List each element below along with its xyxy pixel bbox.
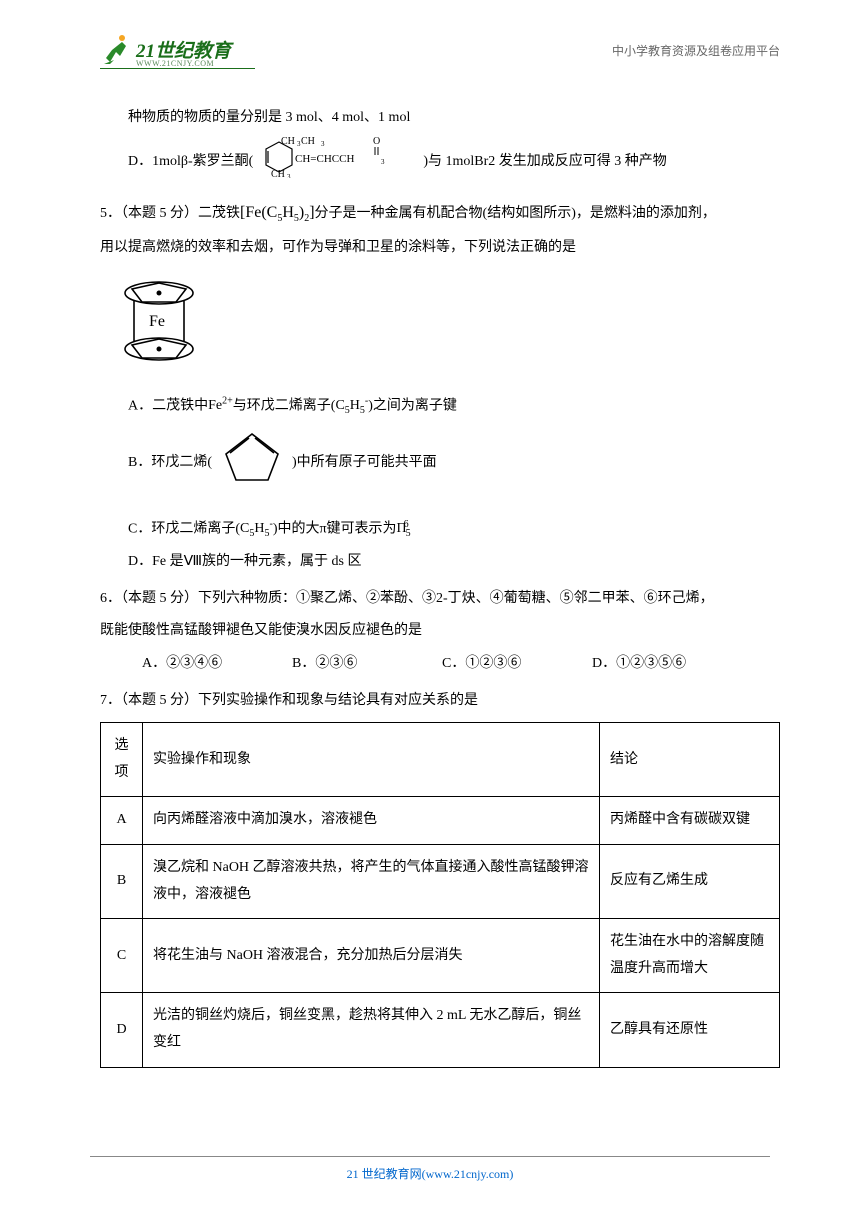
cell-conc: 花生油在水中的溶解度随温度升高而增大 [600,919,780,993]
cyclopentadiene-structure [212,426,292,501]
svg-text:3: 3 [321,140,325,148]
q5-option-d: D．Fe 是Ⅷ族的一种元素，属于 ds 区 [100,549,780,576]
svg-text:CH: CH [271,169,285,178]
q5-stem-c: 用以提高燃烧的效率和去烟，可作为导弹和卫星的涂料等，下列说法正确的是 [100,235,780,262]
th-conclusion: 结论 [600,723,780,797]
q6-opt-c: C．①②③⑥ [442,651,592,678]
q5b-tail: )中所有原子可能共平面 [292,450,437,477]
q5-formula: [Fe(C5H5)2] [240,204,315,221]
th-operation: 实验操作和现象 [143,723,600,797]
q5a-pre: A．二茂铁中 [128,398,208,413]
experiment-table: 选项 实验操作和现象 结论 A 向丙烯醛溶液中滴加溴水，溶液褪色 丙烯醛中含有碳… [100,722,780,1067]
q5a-tail: )之间为离子键 [368,398,457,413]
question-7: 7．（本题 5 分）下列实验操作和现象与结论具有对应关系的是 [100,688,780,715]
table-row: C 将花生油与 NaOH 溶液混合，充分加热后分层消失 花生油在水中的溶解度随温… [101,919,780,993]
footer-divider [90,1156,770,1157]
q5b-pre: B．环戊二烯( [128,450,212,477]
site-logo: 21世纪教育 WWW.21CNJY.COM [100,30,250,72]
cell-op: 溴乙烷和 NaOH 乙醇溶液共热，将产生的气体直接通入酸性高锰酸钾溶液中，溶液褪… [143,845,600,919]
question-5: 5．（本题 5 分）二茂铁[Fe(C5H5)2]分子是一种金属有机配合物(结构如… [100,198,780,228]
cell-opt: D [101,993,143,1067]
svg-text:3: 3 [381,158,385,166]
page-footer: 21 世纪教育网(www.21cnjy.com) [0,1156,860,1186]
q6-stem-b: 既能使酸性高锰酸钾褪色又能使溴水因反应褪色的是 [100,618,780,645]
opt-d-tail: )与 1molBr2 发生加成反应可得 3 种产物 [423,149,666,176]
cell-op: 将花生油与 NaOH 溶液混合，充分加热后分层消失 [143,919,600,993]
q6-opt-b: B．②③⑥ [292,651,442,678]
question-6: 6．（本题 5 分）下列六种物质：①聚乙烯、②苯酚、③2-丁炔、④葡萄糖、⑤邻二… [100,586,780,613]
cell-conc: 反应有乙烯生成 [600,845,780,919]
cell-opt: B [101,845,143,919]
th-option: 选项 [101,723,143,797]
q6-opt-d: D．①②③⑤⑥ [592,651,742,678]
svg-text:CH: CH [281,136,295,147]
cell-opt: A [101,797,143,845]
page-content: 种物质的物质的量分别是 3 mol、4 mol、1 mol D．1molβ-紫罗… [100,105,780,1068]
table-header-row: 选项 实验操作和现象 结论 [101,723,780,797]
q6-stem-a: 6．（本题 5 分）下列六种物质：①聚乙烯、②苯酚、③2-丁炔、④葡萄糖、⑤邻二… [100,591,714,606]
opt-d-label: D．1molβ-紫罗兰酮( [128,149,253,176]
q6-options: A．②③④⑥ B．②③⑥ C．①②③⑥ D．①②③⑤⑥ [100,651,780,678]
q5c-pre: C．环戊二烯离子( [128,521,240,536]
q5c-pi: Π56 [397,521,417,536]
q5a-fe: Fe2+ [208,398,233,413]
q4-option-d: D．1molβ-紫罗兰酮( CH3 CH3 CH3 O CH=CHCCH3 )与… [100,136,780,189]
page-header: 21世纪教育 WWW.21CNJY.COM 中小学教育资源及组卷应用平台 [100,30,780,72]
q5-option-c: C．环戊二烯离子(C5H5-)中的大π键可表示为Π56 [100,515,780,543]
cell-conc: 丙烯醛中含有碳碳双键 [600,797,780,845]
table-row: D 光洁的铜丝灼烧后，铜丝变黑，趁热将其伸入 2 mL 无水乙醇后，铜丝变红 乙… [101,993,780,1067]
footer-text: 21 世纪教育网(www.21cnjy.com) [347,1167,514,1181]
svg-text:CH: CH [301,136,315,147]
ferrocene-structure: Fe [114,271,780,382]
q5a-chem: C5H5- [335,398,368,413]
cell-op: 光洁的铜丝灼烧后，铜丝变黑，趁热将其伸入 2 mL 无水乙醇后，铜丝变红 [143,993,600,1067]
cell-opt: C [101,919,143,993]
table-row: A 向丙烯醛溶液中滴加溴水，溶液褪色 丙烯醛中含有碳碳双键 [101,797,780,845]
logo-underline [100,68,255,69]
q5-option-b: B．环戊二烯( )中所有原子可能共平面 [100,426,780,501]
q5c-mid: )中的大π键可表示为 [273,521,397,536]
header-caption: 中小学教育资源及组卷应用平台 [612,40,780,63]
svg-text:3: 3 [287,173,291,178]
continuation-line: 种物质的物质的量分别是 3 mol、4 mol、1 mol [100,105,780,132]
cell-op: 向丙烯醛溶液中滴加溴水，溶液褪色 [143,797,600,845]
q6-opt-a: A．②③④⑥ [142,651,292,678]
table-row: B 溴乙烷和 NaOH 乙醇溶液共热，将产生的气体直接通入酸性高锰酸钾溶液中，溶… [101,845,780,919]
svg-text:Fe: Fe [149,313,165,330]
q5-stem-b: 分子是一种金属有机配合物(结构如图所示)，是燃料油的添加剂， [315,206,716,221]
beta-ionone-structure: CH3 CH3 CH3 O CH=CHCCH3 [253,136,423,189]
q5-option-a: A．二茂铁中Fe2+与环戊二烯离子(C5H5-)之间为离子键 [100,392,780,420]
q5c-chem: C5H5- [240,521,273,536]
cell-conc: 乙醇具有还原性 [600,993,780,1067]
q5-stem-a: 5．（本题 5 分）二茂铁 [100,206,240,221]
svg-text:CH=CHCCH: CH=CHCCH [295,153,354,165]
q5a-mid: 与环戊二烯离子( [233,398,336,413]
runner-icon [100,32,134,66]
svg-text:O: O [373,136,380,147]
